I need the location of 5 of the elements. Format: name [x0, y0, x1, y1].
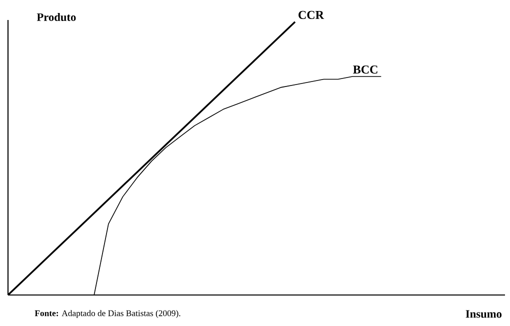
- series-label: BCC: [353, 66, 378, 74]
- text: Fonte: Adaptado de Dias Batistas (2009).: [34, 310, 180, 318]
- series-label: CCR: [298, 10, 324, 19]
- x-axis-title: Insumo: [466, 310, 502, 318]
- y-axis-title: Produto: [36, 13, 76, 22]
